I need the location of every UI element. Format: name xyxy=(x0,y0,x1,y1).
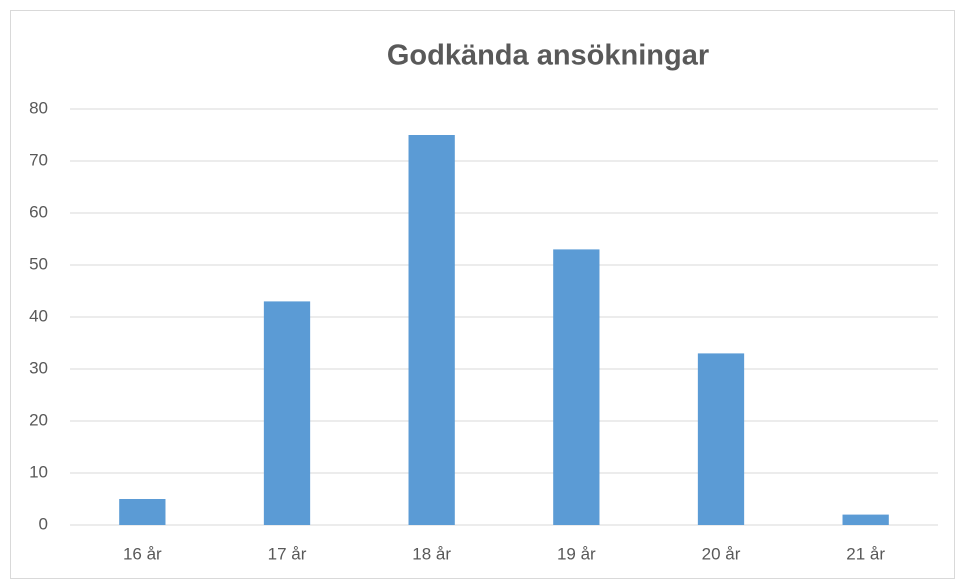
y-tick-label: 10 xyxy=(29,462,48,481)
bar xyxy=(553,249,600,525)
chart-title: Godkända ansökningar xyxy=(387,40,709,72)
x-tick-label: 16 år xyxy=(123,544,162,563)
y-tick-label: 60 xyxy=(29,202,48,221)
x-tick-label: 19 år xyxy=(557,544,596,563)
y-tick-label: 20 xyxy=(29,410,48,429)
chart-frame xyxy=(10,10,955,579)
x-tick-label: 18 år xyxy=(412,544,451,563)
y-tick-label: 80 xyxy=(29,98,48,117)
y-tick-label: 70 xyxy=(29,150,48,169)
y-tick-label: 40 xyxy=(29,306,48,325)
x-tick-label: 20 år xyxy=(702,544,741,563)
bar xyxy=(263,301,311,525)
y-tick-label: 50 xyxy=(29,254,48,273)
bar xyxy=(119,499,166,525)
bar xyxy=(842,514,889,525)
x-tick-label: 17 år xyxy=(268,544,307,563)
y-tick-label: 0 xyxy=(39,514,48,533)
bar xyxy=(697,353,745,525)
bar xyxy=(408,135,455,525)
x-tick-label: 21 år xyxy=(846,544,885,563)
y-tick-label: 30 xyxy=(29,358,48,377)
